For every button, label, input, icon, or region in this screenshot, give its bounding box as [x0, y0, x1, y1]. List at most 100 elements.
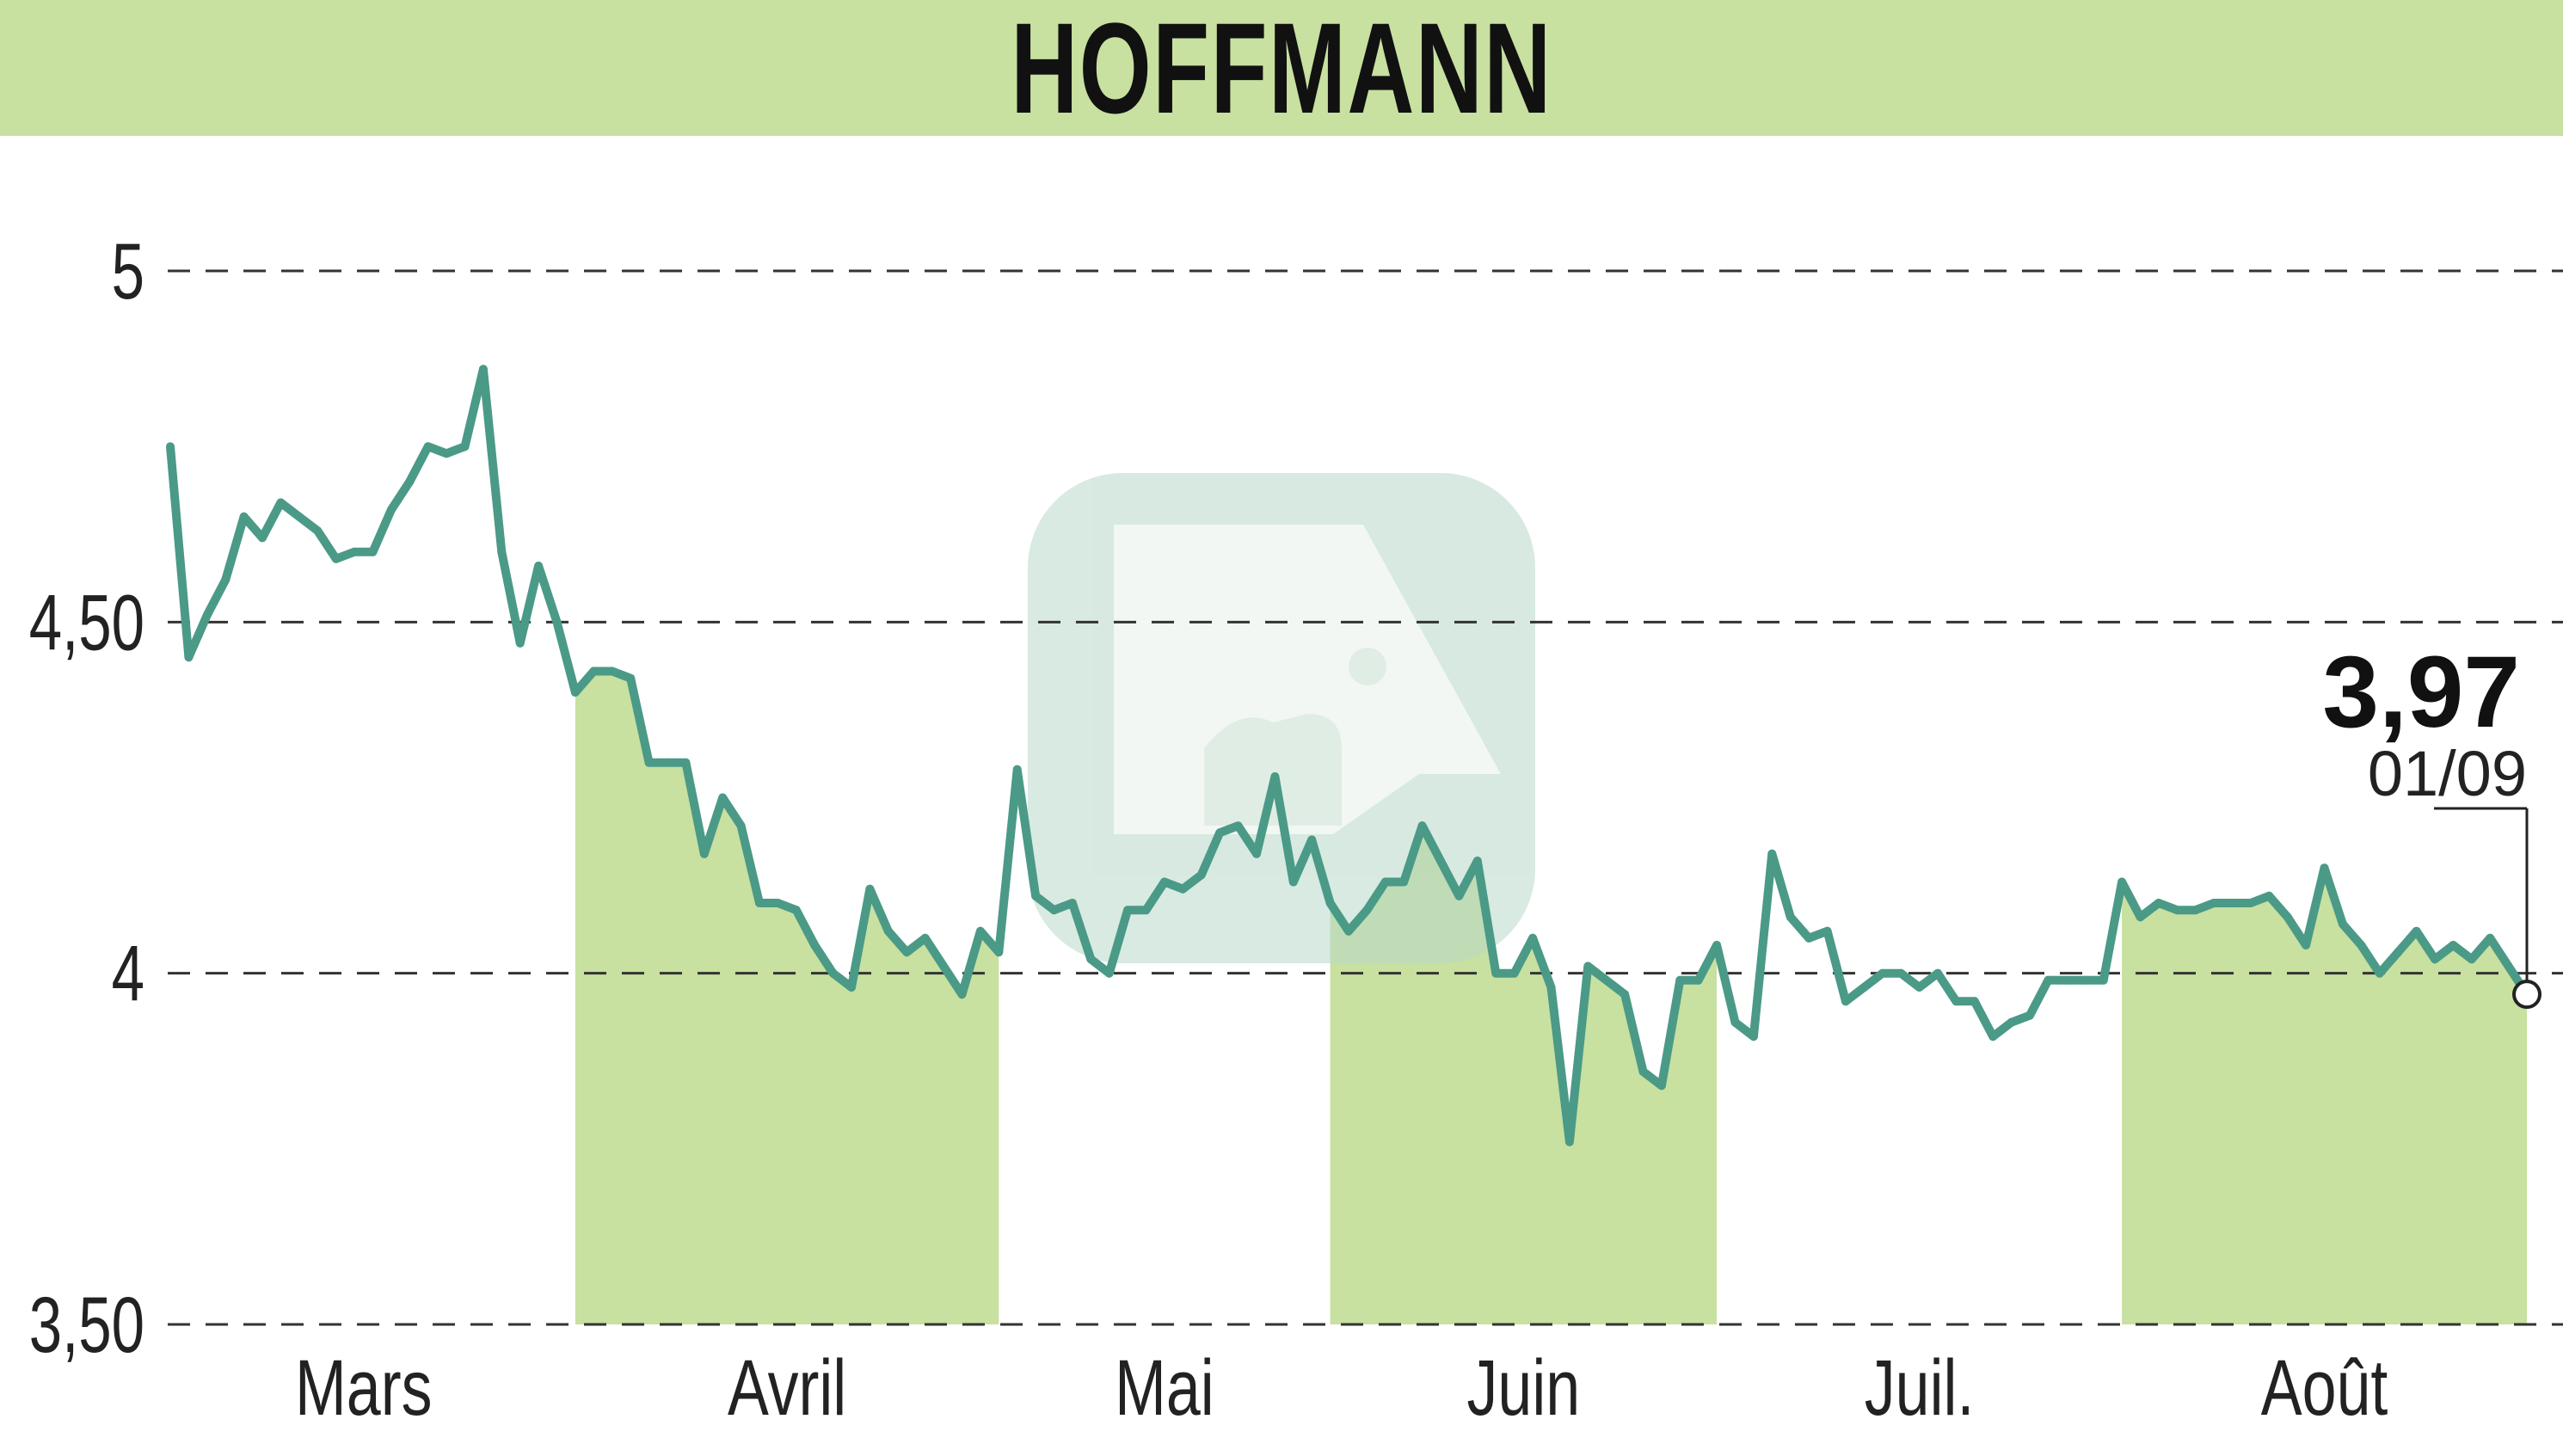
price-point — [423, 442, 433, 452]
price-point — [1491, 968, 1501, 978]
price-point — [1896, 968, 1906, 978]
price-point — [239, 512, 249, 521]
price-point — [1620, 990, 1630, 999]
price-point — [1749, 1032, 1758, 1041]
price-point — [2228, 899, 2237, 907]
price-point — [1915, 983, 1924, 992]
price-point — [2338, 919, 2347, 929]
price-point — [1067, 899, 1077, 907]
price-point — [1785, 912, 1795, 922]
price-point — [2025, 1011, 2034, 1020]
price-point — [2375, 968, 2384, 978]
x-tick-label: Mars — [295, 1343, 432, 1432]
y-tick-label: 5 — [112, 227, 144, 316]
price-point — [2504, 961, 2513, 971]
price-point — [331, 554, 341, 563]
price-point — [2431, 955, 2439, 964]
price-point — [699, 849, 709, 858]
price-point — [2191, 906, 2200, 915]
price-point — [368, 547, 378, 556]
price-point — [534, 562, 544, 570]
price-point — [681, 758, 691, 767]
x-tick-group: Juin — [1467, 1343, 1581, 1432]
price-point — [2173, 906, 2182, 915]
price-point — [2357, 941, 2366, 949]
price-point — [1454, 891, 1464, 900]
price-point — [1509, 968, 1519, 978]
chart-title: HOFFMANN — [1011, 0, 1552, 140]
last-value-callout: 3,97 01/09 — [2322, 636, 2541, 1010]
price-point — [2302, 941, 2311, 949]
x-tick-label: Mai — [1115, 1343, 1214, 1432]
price-point — [957, 990, 967, 999]
price-point — [847, 983, 856, 992]
price-point — [166, 442, 175, 452]
price-point — [1638, 1067, 1648, 1076]
price-point — [1804, 933, 1814, 943]
price-point — [2099, 975, 2108, 985]
price-point — [1233, 821, 1243, 831]
price-point — [1344, 926, 1353, 936]
price-point — [1528, 933, 1538, 943]
price-point — [2007, 1017, 2016, 1027]
price-point — [920, 933, 930, 943]
price-point — [1215, 828, 1225, 838]
x-tick-group: Août — [2261, 1343, 2388, 1432]
price-point — [2412, 926, 2421, 936]
price-point — [1933, 968, 1942, 978]
price-point — [994, 948, 1004, 957]
last-point-marker — [2512, 980, 2541, 1010]
y-tick-label: 3,50 — [29, 1281, 144, 1369]
price-point — [258, 533, 267, 543]
price-point — [939, 961, 949, 971]
price-point — [2136, 912, 2145, 922]
price-point — [313, 526, 323, 536]
y-tick-label: 4,50 — [29, 579, 144, 667]
x-tick-label: Avril — [728, 1343, 846, 1432]
price-point — [1472, 857, 1482, 865]
price-point — [1307, 835, 1317, 845]
price-point — [1841, 997, 1850, 1006]
price-point — [1822, 926, 1832, 936]
y-tick-label: 4 — [112, 930, 144, 1018]
price-point — [810, 941, 820, 949]
price-point — [828, 968, 838, 978]
price-point — [736, 821, 746, 831]
price-point — [755, 899, 764, 907]
price-point — [2062, 975, 2071, 985]
price-point — [1196, 870, 1206, 880]
price-point — [1159, 877, 1169, 887]
price-point — [1601, 975, 1611, 985]
price-point — [405, 477, 415, 486]
price-point — [184, 653, 194, 662]
price-point — [1270, 772, 1280, 781]
price-point — [1399, 877, 1409, 887]
price-point — [2283, 912, 2292, 922]
price-point — [791, 906, 801, 915]
price-point — [1031, 891, 1041, 900]
x-axis-ticks: Mars Avril Mai Juin Juil. Août — [295, 1343, 2388, 1432]
price-point — [2117, 877, 2127, 887]
price-series — [166, 365, 2531, 1146]
price-point — [276, 498, 286, 507]
price-point — [1325, 899, 1335, 907]
month-shade-1 — [575, 671, 999, 1324]
price-point — [1712, 941, 1722, 949]
price-point — [515, 638, 525, 648]
price-point — [975, 926, 985, 936]
title-band — [0, 0, 2563, 136]
price-point — [460, 442, 470, 452]
price-point — [2320, 863, 2329, 873]
price-point — [1583, 961, 1593, 971]
price-point — [350, 547, 360, 556]
x-tick-group: Avril — [728, 1343, 846, 1432]
price-point — [883, 926, 893, 936]
x-tick-label: Août — [2261, 1343, 2388, 1432]
price-point — [2265, 891, 2274, 900]
x-tick-group: Juil. — [1865, 1343, 1975, 1432]
price-point — [1878, 968, 1887, 978]
price-point — [2210, 899, 2219, 907]
price-point — [1141, 906, 1151, 915]
price-point — [1730, 1017, 1740, 1027]
